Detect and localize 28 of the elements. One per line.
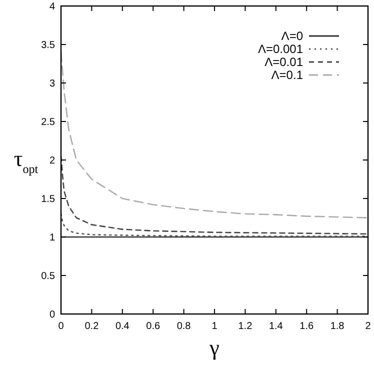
y-tick-label: 3.5: [41, 40, 56, 51]
x-tick-label: 0.6: [146, 321, 160, 332]
x-tick-label: 1.6: [300, 321, 314, 332]
x-tick-label: 0.2: [84, 321, 100, 332]
x-tick-label: 1.2: [238, 321, 253, 332]
legend-label: Λ=0.001: [258, 42, 304, 56]
y-tick-label: 1.5: [41, 194, 56, 205]
y-tick-label: 3: [49, 78, 56, 90]
x-tick-label: 1: [212, 321, 218, 332]
legend-label: Λ=0: [281, 29, 304, 43]
x-tick-label: 1.8: [330, 321, 345, 332]
x-tick-label: 1.4: [268, 321, 284, 332]
x-tick-label: 0: [58, 321, 64, 332]
y-tick-label: 0.5: [41, 271, 56, 282]
y-tick-label: 1: [49, 232, 56, 244]
x-tick-label: 0.4: [115, 321, 130, 332]
legend-label: Λ=0.1: [271, 68, 304, 82]
x-tick-label: 2: [365, 321, 372, 332]
line-series: [60, 52, 369, 218]
y-tick-label: 2.5: [41, 117, 56, 128]
x-axis-title: γ: [208, 335, 220, 360]
y-tick-label: 2: [49, 156, 56, 166]
y-tick-label: 4: [49, 2, 56, 12]
y-tick-label: 0: [49, 310, 56, 320]
legend-label: Λ=0.01: [264, 55, 304, 69]
line-series: [60, 156, 369, 235]
x-tick-label: 0.8: [176, 321, 192, 332]
y-axis-title: τ$_{opt}$: [14, 146, 39, 176]
